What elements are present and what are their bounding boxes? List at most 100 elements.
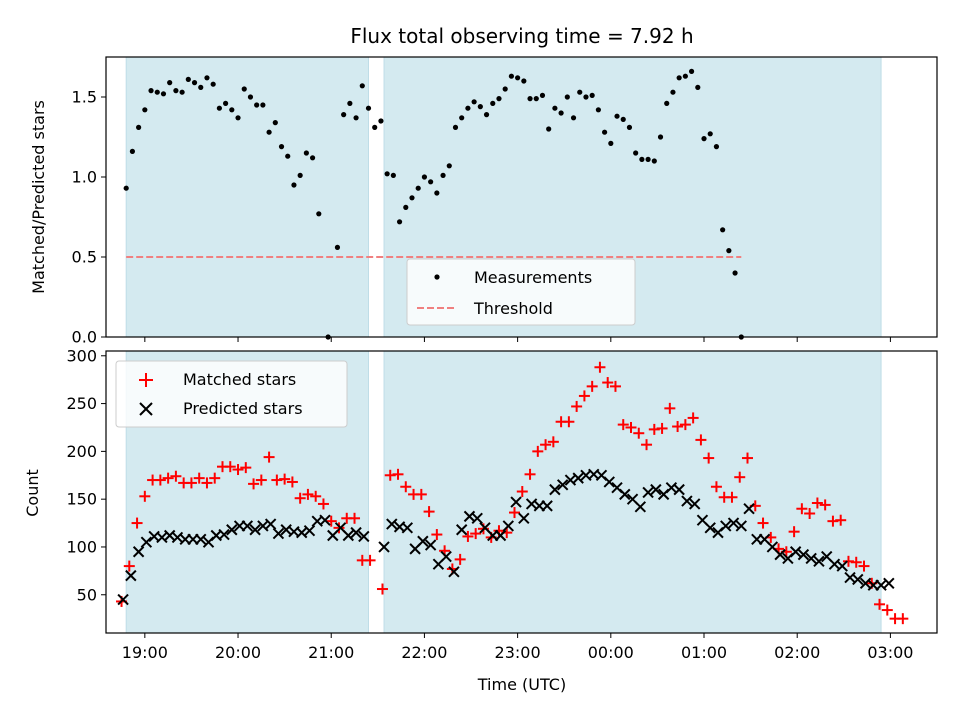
x-tick-label-7: 02:00 [774, 643, 820, 662]
measurement-point-42 [390, 172, 396, 178]
measurement-point-5 [154, 89, 160, 95]
predicted-point-32 [378, 541, 390, 553]
predicted-point-10 [195, 533, 207, 546]
matched-point-61 [594, 361, 606, 373]
x-tick-label-0: 19:00 [122, 643, 168, 662]
measurement-point-35 [347, 100, 353, 106]
measurement-point-26 [285, 153, 291, 159]
measurement-point-46 [415, 185, 421, 191]
matched-point-53 [532, 445, 544, 457]
measurement-point-44 [403, 204, 409, 210]
matched-point-63 [609, 380, 621, 392]
x-tick-label-4: 23:00 [495, 643, 541, 662]
predicted-point-61 [603, 476, 615, 488]
predicted-point-17 [249, 524, 261, 536]
matched-point-100 [897, 613, 909, 625]
measurement-point-76 [602, 129, 608, 135]
predicted-point-74 [704, 522, 716, 534]
measurement-point-58 [490, 100, 496, 106]
predicted-point-91 [836, 560, 848, 572]
matched-point-89 [811, 497, 823, 509]
measurement-point-73 [583, 94, 589, 100]
ratio-x-ticks [144, 337, 891, 342]
measurement-point-89 [682, 73, 688, 79]
predicted-point-20 [272, 527, 285, 540]
measurement-point-81 [633, 150, 639, 156]
measurement-point-67 [546, 126, 552, 132]
predicted-point-44 [471, 512, 483, 524]
matched-point-76 [710, 481, 722, 493]
measurement-point-51 [446, 163, 452, 169]
measurement-point-45 [409, 195, 415, 201]
predicted-point-37 [417, 535, 429, 547]
count-x-ticks: 19:00 20:00 21:00 22:00 23:00 00:00 01:00 02:00… [122, 633, 913, 662]
predicted-point-57 [572, 472, 584, 484]
measurement-point-8 [173, 88, 179, 94]
predicted-point-93 [852, 573, 864, 586]
measurement-point-18 [235, 115, 241, 121]
predicted-point-65 [634, 501, 647, 513]
measurement-point-52 [452, 124, 459, 130]
measurement-point-91 [695, 84, 701, 90]
measurement-point-62 [515, 75, 521, 81]
predicted-point-42 [455, 524, 468, 536]
predicted-point-1 [125, 569, 137, 582]
measurement-point-29 [303, 150, 309, 156]
predicted-point-30 [350, 526, 362, 539]
matched-point-1 [123, 560, 135, 572]
measurement-point-59 [496, 96, 502, 102]
measurement-point-22 [260, 102, 266, 108]
matched-point-9 [185, 477, 197, 489]
measurement-point-82 [639, 156, 645, 162]
measurement-point-3 [142, 107, 148, 113]
predicted-point-33 [386, 518, 398, 530]
measurement-point-21 [254, 102, 260, 108]
measurement-point-72 [577, 89, 583, 95]
measurement-point-97 [732, 270, 738, 276]
measurement-point-30 [309, 155, 316, 161]
measurement-point-87 [670, 89, 676, 95]
ratio-ytick-label-0: 0.0 [72, 328, 97, 347]
measurement-point-94 [713, 144, 720, 150]
matched-point-72 [679, 419, 691, 431]
matched-point-32 [364, 554, 376, 566]
matched-point-71 [672, 421, 684, 433]
measurement-point-63 [521, 78, 527, 84]
matched-point-59 [578, 390, 590, 402]
measurement-point-27 [291, 182, 297, 188]
ratio-window-0 [125, 56, 370, 338]
x-tick-label-1: 20:00 [215, 643, 261, 662]
ratio-ytick-label-3: 1.5 [72, 88, 97, 107]
measurement-point-33 [334, 244, 341, 250]
measurement-point-24 [272, 120, 278, 126]
measurement-point-19 [241, 86, 247, 92]
measurement-point-40 [378, 118, 384, 124]
measurement-point-49 [434, 190, 440, 196]
matched-point-35 [392, 468, 404, 480]
matched-point-51 [516, 486, 528, 498]
predicted-point-70 [673, 483, 685, 496]
measurement-point-43 [396, 219, 403, 225]
matched-stars-points [116, 361, 909, 625]
measurement-point-48 [428, 179, 434, 185]
legend-matched-marker [139, 373, 153, 387]
matched-point-36 [400, 481, 412, 493]
measurement-point-95 [720, 227, 726, 233]
predicted-point-87 [805, 552, 817, 565]
predicted-point-88 [813, 555, 825, 568]
predicted-point-50 [518, 512, 530, 524]
matched-point-98 [881, 604, 893, 616]
measurement-point-92 [701, 136, 707, 142]
predicted-point-76 [720, 520, 732, 532]
measurement-point-88 [676, 75, 682, 81]
predicted-point-78 [735, 520, 747, 532]
matched-point-64 [617, 419, 629, 431]
measurement-point-13 [204, 75, 210, 81]
predicted-point-85 [789, 546, 802, 558]
legend-threshold-label: Threshold [473, 299, 553, 318]
matched-point-27 [325, 515, 337, 527]
matched-point-55 [547, 436, 559, 448]
predicted-point-13 [218, 528, 230, 541]
measurement-point-78 [614, 113, 620, 119]
measurement-point-20 [247, 94, 254, 100]
